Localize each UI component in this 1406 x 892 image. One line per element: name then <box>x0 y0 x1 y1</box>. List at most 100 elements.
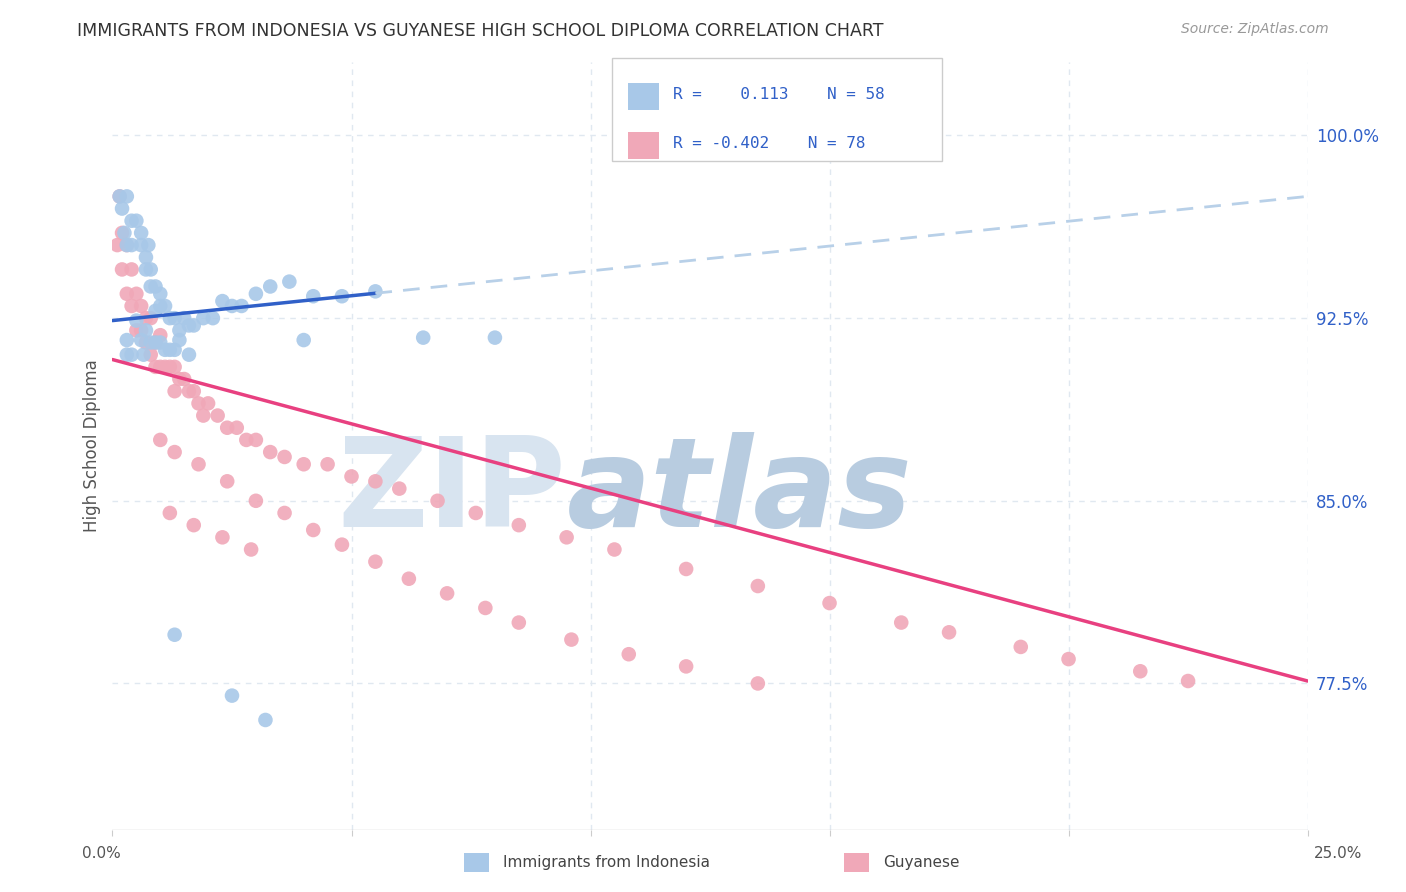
Point <box>115 286 138 301</box>
Point <box>747 676 769 690</box>
Point <box>121 299 143 313</box>
Point <box>330 289 353 303</box>
Point <box>169 372 191 386</box>
Point <box>1129 665 1152 679</box>
Point <box>183 518 205 533</box>
Point <box>273 506 295 520</box>
Point <box>177 348 200 362</box>
Point <box>163 343 186 357</box>
Point <box>139 279 162 293</box>
Point <box>139 348 162 362</box>
Point <box>187 396 209 410</box>
Point <box>292 457 315 471</box>
Text: ZIP: ZIP <box>337 432 567 552</box>
Point <box>235 433 257 447</box>
Point <box>173 311 195 326</box>
Point <box>225 421 247 435</box>
Point <box>364 285 387 299</box>
Point <box>201 311 224 326</box>
Point <box>159 311 181 326</box>
Point <box>159 359 181 374</box>
Point <box>169 323 191 337</box>
Point <box>245 433 267 447</box>
Point <box>125 323 148 337</box>
Point <box>125 313 148 327</box>
Point <box>173 372 195 386</box>
Point <box>139 335 162 350</box>
Point <box>240 542 263 557</box>
Point <box>890 615 912 630</box>
Point <box>302 523 325 537</box>
Point <box>245 493 267 508</box>
Point <box>464 506 486 520</box>
Point <box>278 275 301 289</box>
Point <box>163 628 186 642</box>
Point <box>211 294 233 309</box>
Point <box>508 615 530 630</box>
Point <box>145 359 167 374</box>
Point <box>115 238 138 252</box>
Point <box>111 202 134 216</box>
Point <box>603 542 626 557</box>
Point <box>125 286 148 301</box>
Point <box>121 213 143 227</box>
Point <box>231 299 253 313</box>
Point <box>560 632 582 647</box>
Point <box>197 396 219 410</box>
Point <box>436 586 458 600</box>
Point <box>183 384 205 399</box>
Point <box>121 262 143 277</box>
Point <box>217 421 239 435</box>
Point <box>217 475 239 489</box>
Point <box>675 562 697 576</box>
Point <box>153 359 176 374</box>
Point <box>1010 640 1032 654</box>
Point <box>221 299 243 313</box>
Point <box>193 311 215 326</box>
Text: R = -0.402    N = 78: R = -0.402 N = 78 <box>673 136 866 151</box>
Point <box>163 311 186 326</box>
Point <box>153 343 176 357</box>
Point <box>111 226 134 240</box>
Point <box>254 713 277 727</box>
Point <box>115 348 138 362</box>
Point <box>617 647 640 661</box>
Point <box>938 625 960 640</box>
Point <box>273 450 295 464</box>
Point <box>132 348 155 362</box>
Point <box>555 530 578 544</box>
Text: Guyanese: Guyanese <box>883 855 959 870</box>
Point <box>139 311 162 326</box>
Point <box>125 213 148 227</box>
Point <box>316 457 339 471</box>
Point <box>153 299 176 313</box>
Point <box>135 250 157 264</box>
Text: Immigrants from Indonesia: Immigrants from Indonesia <box>503 855 710 870</box>
Point <box>388 482 411 496</box>
Point <box>145 335 167 350</box>
Point <box>364 475 387 489</box>
Point <box>675 659 697 673</box>
Point <box>163 359 186 374</box>
Point <box>818 596 841 610</box>
Point <box>364 555 387 569</box>
Point <box>211 530 233 544</box>
Point <box>135 323 157 337</box>
Point <box>159 506 181 520</box>
Point <box>135 311 157 326</box>
Point <box>207 409 229 423</box>
Point <box>149 433 172 447</box>
Point <box>302 289 325 303</box>
Point <box>129 299 152 313</box>
Point <box>484 331 506 345</box>
Point <box>330 538 353 552</box>
Text: R =    0.113    N = 58: R = 0.113 N = 58 <box>673 87 886 102</box>
Point <box>129 238 152 252</box>
Point <box>149 328 172 343</box>
Point <box>340 469 363 483</box>
Point <box>145 279 167 293</box>
Point <box>259 445 281 459</box>
Point <box>149 286 172 301</box>
Point <box>412 331 434 345</box>
Text: 0.0%: 0.0% <box>82 847 121 861</box>
